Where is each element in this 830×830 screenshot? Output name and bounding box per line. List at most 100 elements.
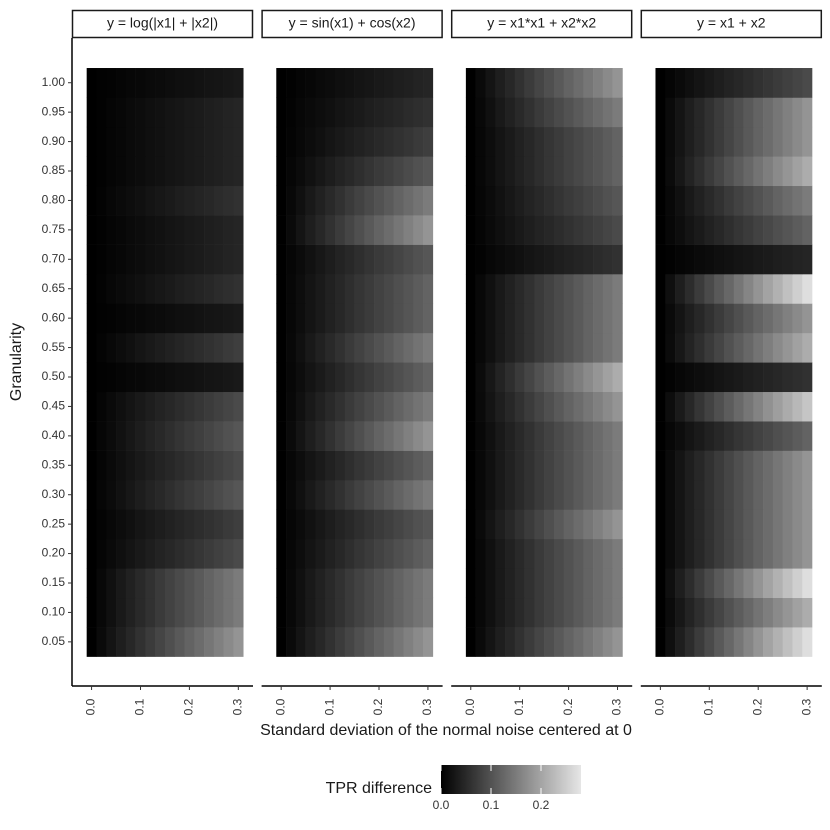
heatmap-cell	[524, 538, 535, 569]
heatmap-cell	[106, 244, 117, 275]
heatmap-cell	[413, 362, 424, 393]
x-tick-label: 0.0	[273, 698, 287, 715]
heatmap-cell	[194, 215, 205, 245]
heatmap-cell	[763, 597, 774, 628]
heatmap-cell	[423, 597, 434, 628]
heatmap-cell	[475, 509, 486, 540]
heatmap-cell	[86, 509, 97, 540]
heatmap-cell	[364, 244, 375, 275]
heatmap-cell	[325, 509, 336, 540]
heatmap-cell	[704, 391, 715, 422]
heatmap-cell	[704, 303, 715, 334]
heatmap-cell	[276, 215, 287, 245]
heatmap-cell	[354, 362, 365, 393]
heatmap-cell	[403, 126, 414, 157]
heatmap-cell	[184, 68, 195, 98]
heatmap-cell	[116, 303, 127, 334]
heatmap-cell	[704, 185, 715, 216]
heatmap-cell	[295, 185, 306, 216]
heatmap-cell	[583, 568, 594, 599]
heatmap-cell	[573, 421, 584, 451]
heatmap-cell	[174, 421, 185, 451]
heatmap-cell	[544, 244, 555, 275]
heatmap-cell	[573, 568, 584, 599]
heatmap-cell	[782, 597, 793, 628]
heatmap-cell	[413, 244, 424, 275]
heatmap-cell	[383, 185, 394, 216]
heatmap-cell	[174, 303, 185, 334]
heatmap-cell	[106, 421, 117, 451]
heatmap-cell	[684, 244, 695, 275]
heatmap-cell	[714, 68, 725, 98]
heatmap-cell	[544, 274, 555, 304]
heatmap-cell	[704, 362, 715, 393]
heatmap-cell	[125, 185, 136, 216]
heatmap-cell	[364, 480, 375, 510]
heatmap-cell	[514, 215, 525, 245]
heatmap-cell	[86, 156, 97, 187]
heatmap-cell	[684, 185, 695, 216]
heatmap-cell	[383, 509, 394, 540]
heatmap-cell	[602, 627, 613, 657]
heatmap-cell	[475, 538, 486, 569]
heatmap-cell	[223, 627, 234, 657]
heatmap-cell	[106, 450, 117, 481]
heatmap-cell	[665, 185, 676, 216]
heatmap-cell	[96, 303, 107, 334]
heatmap-cell	[514, 362, 525, 393]
heatmap-cell	[145, 274, 156, 304]
heatmap-cell	[665, 480, 676, 510]
heatmap-cell	[344, 538, 355, 569]
heatmap-cell	[204, 627, 215, 657]
heatmap-cell	[694, 274, 705, 304]
heatmap-cell	[364, 391, 375, 422]
heatmap-cell	[145, 185, 156, 216]
heatmap-cell	[573, 538, 584, 569]
heatmap-cell	[106, 215, 117, 245]
heatmap-cell	[684, 480, 695, 510]
heatmap-cell	[723, 421, 735, 451]
heatmap-cell	[125, 627, 136, 657]
heatmap-cell	[184, 568, 195, 599]
heatmap-cell	[125, 480, 136, 510]
heatmap-cell	[694, 332, 705, 363]
y-tick-label: 0.40	[42, 428, 66, 442]
heatmap-cell	[753, 156, 764, 187]
heatmap-cell	[393, 421, 404, 451]
heatmap-cell	[772, 450, 783, 481]
heatmap-cell	[194, 362, 205, 393]
heatmap-cell	[155, 421, 166, 451]
heatmap-cell	[772, 332, 783, 363]
heatmap-cell	[514, 597, 525, 628]
heatmap-cell	[524, 126, 535, 157]
heatmap-cell	[723, 126, 735, 157]
heatmap-cell	[233, 126, 244, 157]
heatmap-cell	[573, 450, 584, 481]
heatmap-cell	[465, 391, 476, 422]
heatmap-cell	[315, 126, 326, 157]
heatmap-cell	[665, 597, 676, 628]
heatmap-cell	[524, 215, 535, 245]
heatmap-cell	[184, 126, 195, 157]
heatmap-cell	[325, 391, 336, 422]
heatmap-cell	[593, 97, 604, 128]
heatmap-cell	[772, 509, 783, 540]
heatmap-cell	[106, 156, 117, 187]
heatmap-cell	[684, 391, 695, 422]
heatmap-cell	[544, 627, 555, 657]
facet-panel: y = x1 + x2 0.0 0.1 0.2 0.3	[640, 9, 823, 715]
heatmap-cell	[763, 538, 774, 569]
heatmap-cell	[403, 627, 414, 657]
heatmap-cell	[403, 68, 414, 98]
heatmap-cell	[106, 362, 117, 393]
heatmap-cell	[184, 332, 195, 363]
heatmap-cell	[233, 480, 244, 510]
heatmap-cell	[475, 391, 486, 422]
heatmap-cell	[743, 303, 754, 334]
heatmap-cell	[612, 627, 623, 657]
heatmap-cell	[184, 450, 195, 481]
heatmap-cell	[135, 627, 146, 657]
y-tick-label: 0.50	[42, 369, 66, 383]
heatmap-cell	[593, 274, 604, 304]
heatmap-cell	[655, 126, 666, 157]
